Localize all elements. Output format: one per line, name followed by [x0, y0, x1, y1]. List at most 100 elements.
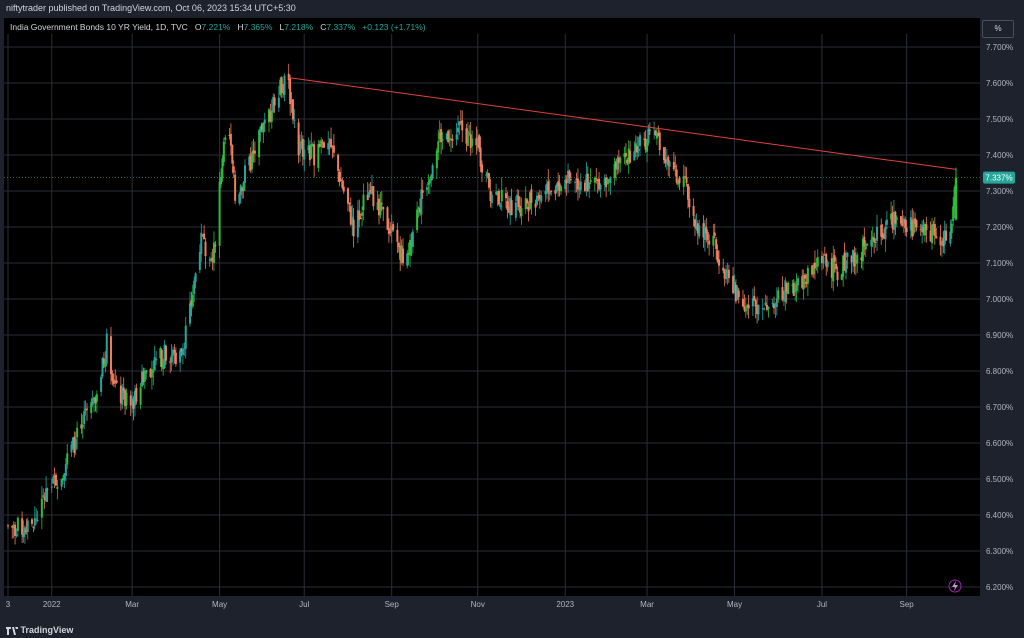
candle-body: [639, 135, 641, 146]
candle-body: [706, 232, 709, 240]
x-tick-label: 3: [6, 600, 11, 609]
candle-body: [101, 357, 104, 377]
candle-body: [471, 138, 474, 146]
candle-body: [149, 369, 152, 377]
candle-body: [218, 181, 221, 246]
candle-body: [362, 194, 365, 211]
candle-body: [678, 177, 681, 184]
candle-body: [204, 241, 207, 257]
candle-body: [252, 150, 255, 154]
publisher-line: niftytrader published on TradingView.com…: [6, 3, 296, 13]
candle-body: [12, 524, 15, 529]
candle-body: [935, 235, 938, 239]
candle-body: [507, 206, 510, 213]
candle-body: [431, 165, 434, 179]
candle-body: [607, 179, 610, 182]
y-tick-label: 7.700%: [986, 43, 1013, 52]
candle-body: [311, 144, 314, 147]
candle-body: [524, 198, 527, 210]
candle-body: [372, 186, 375, 207]
candle-body: [332, 145, 335, 153]
candle-body: [856, 254, 859, 263]
candle-body: [251, 152, 254, 169]
candle-body: [411, 231, 414, 247]
candle-body: [782, 298, 785, 301]
x-axis: 3 2022 Mar May Jul Sep Nov 2023 Mar May Jul Sep: [6, 600, 915, 609]
legend-high-value: 7.365%: [243, 22, 273, 32]
candle-body: [277, 97, 280, 108]
candle-body: [716, 250, 719, 262]
candle-body: [56, 486, 59, 489]
candle-body: [726, 271, 729, 273]
y-tick-label: 7.200%: [986, 223, 1013, 232]
chart-plot-area[interactable]: [4, 18, 980, 596]
candle-body: [775, 298, 778, 308]
candle-body: [668, 161, 671, 167]
candle-body: [379, 202, 382, 216]
candle-body: [435, 150, 438, 169]
candle-body: [596, 179, 599, 181]
candle-body: [812, 264, 815, 275]
candle-body: [289, 78, 292, 105]
y-tick-label: 6.600%: [986, 439, 1013, 448]
candle-body: [771, 303, 774, 305]
candle-body: [861, 239, 864, 262]
candle-body: [476, 137, 479, 148]
y-tick-label: 6.500%: [986, 475, 1013, 484]
candle-body: [548, 191, 551, 195]
candle-body: [469, 134, 472, 148]
candle-body: [228, 135, 231, 137]
candle-body: [881, 233, 884, 238]
candle-body: [792, 282, 795, 296]
candle-body: [190, 300, 193, 306]
candle-body: [684, 176, 687, 178]
candle-body: [883, 234, 886, 239]
candle-body: [626, 159, 629, 164]
percent-scale-button[interactable]: %: [982, 20, 1014, 38]
candle-body: [765, 305, 768, 310]
candle-body: [952, 206, 955, 221]
candle-body: [283, 75, 286, 95]
candle-body: [368, 191, 371, 197]
candle-body: [95, 394, 98, 402]
candle-body: [297, 122, 300, 156]
legend-title: India Government Bonds 10 YR Yield, 1D, …: [10, 22, 188, 32]
candle-body: [756, 306, 759, 314]
candle-body: [382, 206, 385, 210]
candle-body: [449, 138, 452, 141]
candle-body: [540, 195, 543, 202]
candle-body: [327, 143, 330, 150]
candle-body: [763, 308, 766, 310]
symbol-legend: India Government Bonds 10 YR Yield, 1D, …: [10, 22, 426, 32]
last-price-layer: 7.337%: [4, 171, 1015, 593]
candle-body: [32, 526, 35, 528]
candle-body: [925, 224, 928, 231]
candle-body: [595, 178, 598, 180]
candle-body: [109, 336, 112, 374]
candle-body: [331, 146, 334, 148]
candle-body: [80, 424, 83, 429]
candle-body: [93, 397, 96, 401]
candle-body: [208, 259, 211, 261]
candle-body: [114, 381, 117, 383]
candle-body: [478, 135, 481, 149]
candle-body: [564, 179, 567, 190]
candle-body: [238, 193, 241, 204]
lightning-icon-bolt: [952, 581, 958, 591]
candle-body: [497, 190, 500, 205]
candle-body: [94, 397, 97, 404]
candle-body: [722, 267, 725, 271]
candle-body: [557, 181, 560, 187]
candle-body: [754, 300, 757, 307]
candle-body: [183, 348, 186, 350]
candle-body: [774, 303, 777, 307]
candle-body: [172, 349, 175, 356]
candle-body: [575, 178, 578, 180]
candle-body: [224, 137, 227, 140]
candle-body: [45, 488, 48, 502]
y-tick-label: 7.400%: [986, 151, 1013, 160]
candle-body: [506, 201, 509, 210]
candle-body: [301, 138, 304, 157]
candle-body: [794, 289, 797, 293]
